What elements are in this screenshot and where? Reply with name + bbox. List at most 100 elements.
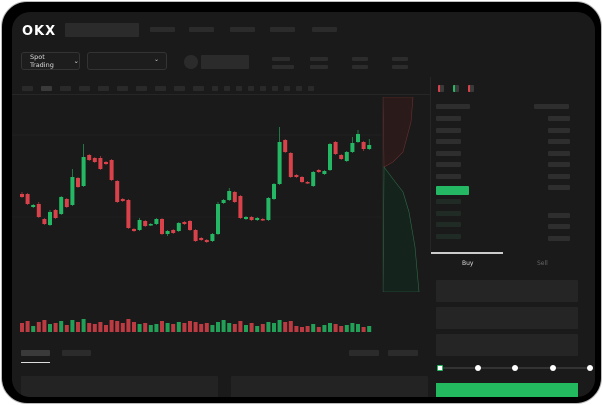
candle-body xyxy=(227,191,232,200)
volume-bar xyxy=(333,324,338,332)
volume-bar xyxy=(322,325,327,332)
timeframe-button[interactable] xyxy=(79,86,90,91)
candle-body xyxy=(272,184,276,199)
volume-bar xyxy=(98,322,103,332)
volume-bar xyxy=(104,325,108,332)
volume-bar xyxy=(193,322,198,332)
candle-body xyxy=(210,234,215,241)
timeframe-button[interactable] xyxy=(174,86,185,91)
volume-bar xyxy=(305,326,310,332)
chart-tool-icon[interactable] xyxy=(236,86,242,91)
volume-bar xyxy=(328,323,332,332)
tab-history[interactable] xyxy=(62,350,91,356)
timeframe-button[interactable] xyxy=(22,86,33,91)
chevron-down-icon: ⌄ xyxy=(153,56,159,63)
timeframe-button[interactable] xyxy=(136,86,147,91)
chart-tool-icon[interactable] xyxy=(260,86,266,91)
volume-bar xyxy=(272,323,276,332)
tab-open-orders[interactable] xyxy=(21,350,50,356)
candle-body xyxy=(328,144,332,170)
market-stat xyxy=(310,57,328,61)
volume-bar xyxy=(64,325,69,332)
candle-body xyxy=(311,172,316,186)
volume-bar xyxy=(87,323,92,332)
ask-size xyxy=(548,116,570,121)
chart-tool-icon[interactable] xyxy=(272,86,278,91)
slider-stop[interactable] xyxy=(549,364,556,371)
market-stat xyxy=(352,57,368,61)
nav-item[interactable] xyxy=(270,27,295,32)
timeframe-button[interactable] xyxy=(155,86,166,91)
volume-bar xyxy=(53,323,58,332)
candle-body xyxy=(193,230,198,241)
candle-body xyxy=(361,142,366,149)
total-input[interactable] xyxy=(436,334,578,356)
slider-stop[interactable] xyxy=(474,364,481,371)
timeframe-button[interactable] xyxy=(193,86,204,91)
candle-body xyxy=(232,192,237,202)
chart-tool-icon[interactable] xyxy=(296,86,302,91)
volume-bar xyxy=(255,326,260,332)
slider-stop[interactable] xyxy=(437,364,443,371)
volume-bar xyxy=(25,321,30,332)
depth-chart xyxy=(382,96,429,293)
slider-stop[interactable] xyxy=(587,364,593,371)
candle-body xyxy=(81,157,86,186)
volume-bar xyxy=(70,320,75,332)
ask-price xyxy=(436,116,461,121)
chart-tool-icon[interactable] xyxy=(308,86,314,91)
candle-body xyxy=(53,210,58,218)
column-header xyxy=(534,104,569,109)
ask-size xyxy=(548,173,570,179)
candle-body xyxy=(249,217,254,220)
slider-stop[interactable] xyxy=(512,364,518,371)
market-stat xyxy=(392,57,408,61)
volume-bar xyxy=(59,321,64,332)
bid-price xyxy=(436,222,461,227)
amount-slider[interactable] xyxy=(437,364,593,371)
ask-price xyxy=(436,139,461,144)
timeframe-button[interactable] xyxy=(117,86,128,91)
chart-tool-icon[interactable] xyxy=(212,86,218,91)
candlestick-chart xyxy=(12,127,382,332)
candle-body xyxy=(350,143,355,152)
tab-sell[interactable]: Sell xyxy=(537,260,548,267)
amount-input[interactable] xyxy=(436,307,578,329)
chart-tool-icon[interactable] xyxy=(224,86,230,91)
volume-bar xyxy=(171,324,176,332)
candle-body xyxy=(64,199,69,207)
search-bar[interactable] xyxy=(65,23,139,37)
pair-select[interactable]: ⌄ xyxy=(87,52,167,70)
candle-body xyxy=(238,196,243,218)
candle-body xyxy=(76,178,80,187)
ask-size xyxy=(548,139,570,144)
volume-bar xyxy=(76,322,80,332)
ask-size xyxy=(548,127,570,133)
timeframe-button[interactable] xyxy=(98,86,109,91)
price-input[interactable] xyxy=(436,280,578,302)
candle-body xyxy=(300,177,304,182)
volume-bar xyxy=(48,324,52,332)
timeframe-button[interactable] xyxy=(41,86,52,91)
nav-item[interactable] xyxy=(312,27,337,32)
order-book-sell-icon xyxy=(468,85,474,92)
nav-item[interactable] xyxy=(189,27,214,32)
buy-button[interactable] xyxy=(436,383,578,397)
filter-button[interactable] xyxy=(388,350,418,356)
chart-tool-icon[interactable] xyxy=(248,86,254,91)
volume-bar xyxy=(182,323,187,332)
nav-item[interactable] xyxy=(230,27,255,32)
volume-bar xyxy=(249,323,254,332)
market-select[interactable]: Spot Trading ⌄ xyxy=(21,52,80,70)
chart-tool-icon[interactable] xyxy=(284,86,290,91)
tab-buy[interactable]: Buy xyxy=(462,260,474,267)
order-book-view-icon xyxy=(438,85,444,92)
filter-button[interactable] xyxy=(349,350,379,356)
market-select-label: Spot Trading xyxy=(30,53,54,69)
volume-bar xyxy=(361,327,366,332)
nav-item[interactable] xyxy=(150,27,175,32)
timeframe-button[interactable] xyxy=(60,86,71,91)
volume-bar xyxy=(120,323,125,332)
volume-bar xyxy=(227,323,232,332)
candle-body xyxy=(132,229,136,231)
